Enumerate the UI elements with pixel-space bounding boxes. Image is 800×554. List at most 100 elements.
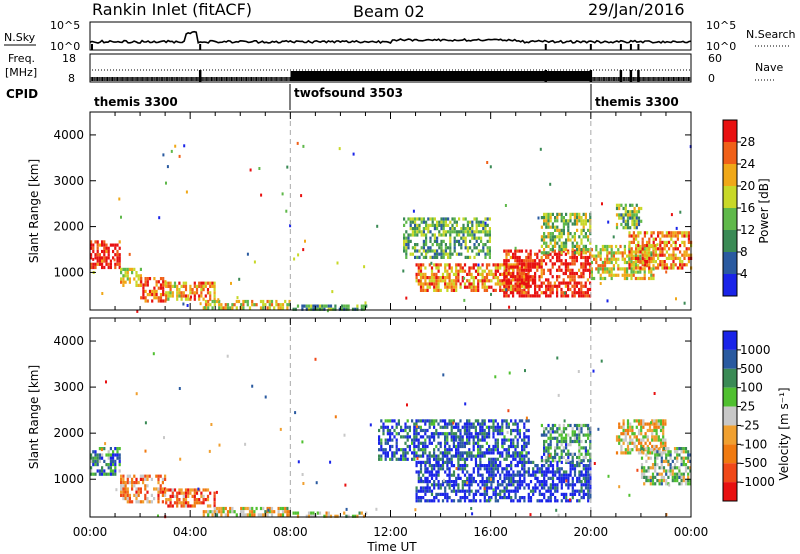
- echo-cell: [446, 467, 449, 471]
- echo-cell: [656, 243, 659, 247]
- echo-cell: [501, 422, 504, 426]
- echo-cell: [587, 483, 590, 487]
- echo-cell: [444, 246, 447, 250]
- echo-cell: [542, 268, 545, 272]
- power-colorbar-tick-label: 12: [740, 223, 755, 237]
- echo-cell: [226, 354, 229, 358]
- echo-cell: [523, 288, 526, 292]
- echo-cell: [503, 489, 506, 493]
- echo-cell: [116, 456, 119, 460]
- echo-cell: [516, 259, 519, 263]
- echo-cell: [510, 263, 513, 267]
- echo-cell: [466, 425, 469, 429]
- echo-cell: [532, 460, 535, 464]
- echo-cell: [406, 435, 409, 439]
- echo-cell: [403, 233, 406, 237]
- echo-cell: [558, 455, 561, 460]
- echo-cell: [662, 428, 665, 433]
- echo-cell: [455, 233, 458, 237]
- echo-cell: [563, 419, 566, 423]
- echo-cell: [494, 428, 497, 433]
- echo-cell: [150, 500, 153, 504]
- colorbar-swatch: [723, 482, 737, 501]
- echo-cell: [101, 466, 104, 470]
- echo-cell: [558, 255, 561, 260]
- echo-cell: [457, 460, 460, 464]
- echo-cell: [558, 433, 561, 437]
- echo-cell: [573, 212, 576, 216]
- echo-cell: [98, 253, 101, 257]
- echo-cell: [507, 496, 511, 500]
- echo-cell: [634, 276, 637, 281]
- echo-cell: [424, 444, 427, 449]
- echo-cell: [539, 147, 542, 151]
- echo-cell: [492, 460, 495, 464]
- echo-cell: [472, 499, 475, 503]
- echo-cell: [639, 231, 642, 235]
- echo-cell: [251, 303, 254, 307]
- echo-cell: [595, 254, 598, 258]
- echo-cell: [470, 499, 473, 503]
- echo-cell: [592, 369, 595, 373]
- echo-cell: [468, 486, 471, 490]
- echo-cell: [492, 473, 495, 477]
- colorbar-swatch: [723, 120, 737, 142]
- echo-cell: [165, 181, 167, 185]
- echo-cell: [211, 306, 214, 310]
- echo-cell: [466, 422, 469, 426]
- echo-cell: [411, 252, 414, 256]
- echo-cell: [481, 473, 484, 477]
- echo-cell: [518, 451, 521, 455]
- echo-cell: [457, 263, 460, 267]
- echo-cell: [303, 304, 306, 308]
- echo-cell: [109, 265, 112, 270]
- echo-cell: [573, 238, 576, 242]
- echo-cell: [270, 506, 274, 511]
- echo-cell: [444, 419, 447, 423]
- echo-cell: [547, 455, 550, 460]
- echo-cell: [415, 419, 418, 423]
- echo-cell: [135, 481, 138, 485]
- echo-cell: [202, 494, 205, 498]
- echo-cell: [492, 480, 495, 484]
- echo-cell: [206, 498, 210, 502]
- echo-cell: [466, 419, 469, 423]
- echo-cell: [393, 428, 396, 433]
- echo-cell: [446, 276, 449, 280]
- echo-cell: [601, 202, 603, 206]
- echo-cell: [505, 486, 508, 490]
- echo-cell: [601, 276, 604, 281]
- echo-cell: [107, 466, 110, 470]
- echo-cell: [640, 425, 643, 429]
- echo-cell: [687, 240, 690, 244]
- echo-cell: [163, 436, 165, 440]
- echo-cell: [507, 281, 510, 285]
- echo-cell: [549, 294, 552, 298]
- echo-cell: [540, 235, 543, 239]
- echo-cell: [415, 486, 418, 490]
- echo-cell: [525, 259, 528, 263]
- echo-cell: [331, 290, 334, 294]
- echo-cell: [501, 496, 504, 500]
- echo-cell: [536, 294, 539, 298]
- echo-cell: [477, 279, 480, 283]
- echo-cell: [389, 432, 392, 436]
- echo-cell: [471, 220, 474, 224]
- echo-cell: [590, 267, 593, 271]
- echo-cell: [448, 480, 451, 484]
- echo-cell: [507, 451, 510, 455]
- echo-cell: [433, 223, 436, 227]
- echo-cell: [658, 453, 661, 457]
- echo-cell: [435, 476, 438, 480]
- echo-cell: [657, 438, 660, 442]
- echo-cell: [452, 438, 455, 442]
- echo-cell: [411, 438, 414, 442]
- echo-cell: [488, 480, 491, 484]
- echo-cell: [576, 219, 579, 223]
- echo-cell: [571, 244, 574, 248]
- echo-cell: [549, 496, 552, 500]
- echo-cell: [217, 298, 220, 302]
- echo-cell: [610, 257, 613, 261]
- echo-cell: [635, 260, 638, 264]
- echo-cell: [166, 165, 169, 169]
